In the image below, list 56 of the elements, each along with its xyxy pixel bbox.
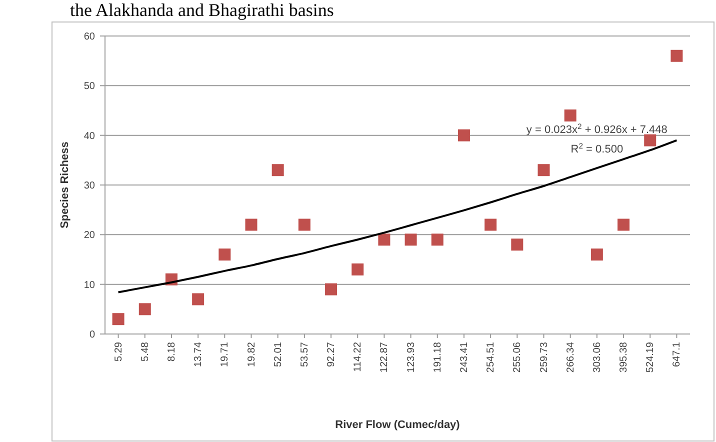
x-tick-label: 53.57: [299, 342, 310, 368]
chart-title: the Alakhanda and Bhagirathi basins: [70, 0, 334, 20]
point: [458, 129, 470, 142]
point: [192, 293, 204, 306]
x-tick-label: 52.01: [272, 342, 284, 368]
x-tick-label: 647.1: [672, 342, 683, 368]
x-tick-label: 255.06: [512, 342, 524, 373]
point: [325, 283, 338, 296]
point: [538, 164, 550, 176]
x-tick-label: 92.27: [326, 342, 338, 368]
x-tick-label: 266.34: [565, 342, 576, 373]
y-tick-label: 30: [84, 180, 96, 192]
point: [404, 234, 417, 246]
y-tick-label: 50: [84, 81, 96, 92]
y-axis-title: Species Richess: [59, 142, 71, 228]
point: [564, 109, 576, 122]
point: [511, 238, 524, 251]
point: [298, 218, 310, 231]
point: [378, 234, 390, 246]
x-tick-label: 5.29: [113, 342, 124, 362]
y-tick-label: 40: [84, 130, 96, 142]
annotation: y = 0.023x$^{2}$ + 0.926x + 7.448: [526, 121, 668, 136]
y-tick-label: 0: [89, 330, 96, 340]
point: [590, 248, 603, 261]
point: [644, 134, 656, 146]
x-tick-label: 5.48: [140, 342, 151, 362]
x-tick-label: 254.51: [486, 342, 497, 373]
point: [618, 218, 630, 231]
point: [245, 218, 258, 231]
point: [431, 234, 444, 246]
x-tick-label: 243.41: [458, 342, 470, 373]
y-tick-label: 60: [84, 32, 96, 42]
point: [218, 248, 231, 261]
point: [670, 50, 683, 62]
line-series: [117, 139, 678, 294]
x-tick-label: 259.73: [538, 342, 550, 373]
x-axis-title: River Flow (Cumec/day): [335, 419, 460, 431]
x-tick-label: 19.71: [220, 342, 231, 368]
x-tick-label: 8.18: [166, 342, 178, 362]
y-tick-label: 10: [84, 280, 96, 291]
point: [112, 313, 124, 326]
x-tick-label: 524.19: [645, 342, 656, 373]
x-tick-label: 395.38: [618, 342, 630, 373]
point: [138, 303, 151, 316]
annotation: R$^{2}$ = 0.500: [570, 141, 624, 156]
x-tick-label: 19.82: [246, 342, 258, 368]
x-tick-label: 303.06: [592, 342, 603, 373]
point: [272, 164, 284, 176]
x-tick-label: 191.18: [432, 342, 444, 373]
x-tick-label: 122.87: [379, 342, 390, 373]
point: [484, 218, 497, 231]
x-tick-label: 114.22: [352, 342, 364, 372]
x-tick-label: 123.93: [406, 342, 417, 373]
x-tick-label: 13.74: [193, 342, 204, 368]
point: [352, 263, 364, 276]
y-tick-label: 20: [84, 230, 96, 242]
